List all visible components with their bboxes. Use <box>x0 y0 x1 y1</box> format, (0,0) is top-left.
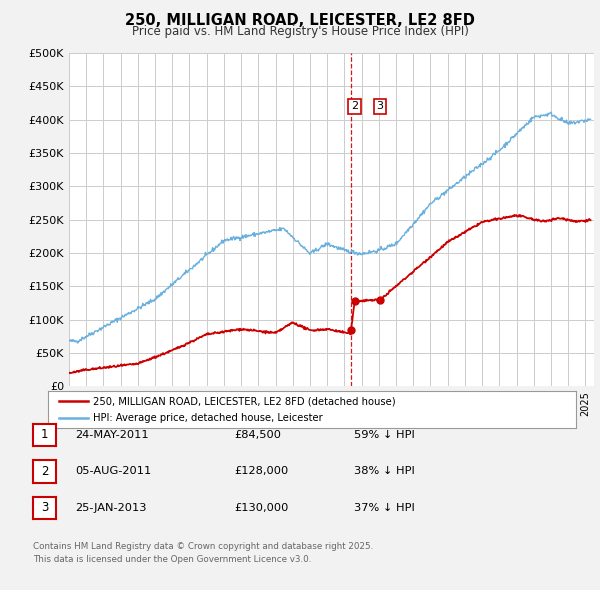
Text: 05-AUG-2011: 05-AUG-2011 <box>75 467 151 476</box>
Text: Contains HM Land Registry data © Crown copyright and database right 2025.
This d: Contains HM Land Registry data © Crown c… <box>33 542 373 564</box>
Text: 25-JAN-2013: 25-JAN-2013 <box>75 503 146 513</box>
Text: 59% ↓ HPI: 59% ↓ HPI <box>354 430 415 440</box>
Text: 250, MILLIGAN ROAD, LEICESTER, LE2 8FD: 250, MILLIGAN ROAD, LEICESTER, LE2 8FD <box>125 13 475 28</box>
Text: 1: 1 <box>41 428 48 441</box>
Text: 3: 3 <box>377 101 383 112</box>
Text: £84,500: £84,500 <box>234 430 281 440</box>
Text: 2: 2 <box>351 101 358 112</box>
Point <box>375 295 385 304</box>
Text: HPI: Average price, detached house, Leicester: HPI: Average price, detached house, Leic… <box>93 413 323 423</box>
Text: Price paid vs. HM Land Registry's House Price Index (HPI): Price paid vs. HM Land Registry's House … <box>131 25 469 38</box>
Point <box>346 326 356 335</box>
Text: 2: 2 <box>41 465 48 478</box>
Text: 38% ↓ HPI: 38% ↓ HPI <box>354 467 415 476</box>
Text: 250, MILLIGAN ROAD, LEICESTER, LE2 8FD (detached house): 250, MILLIGAN ROAD, LEICESTER, LE2 8FD (… <box>93 396 395 406</box>
Text: 3: 3 <box>41 502 48 514</box>
Text: £128,000: £128,000 <box>234 467 288 476</box>
Text: 37% ↓ HPI: 37% ↓ HPI <box>354 503 415 513</box>
Point <box>350 296 359 306</box>
Text: £130,000: £130,000 <box>234 503 289 513</box>
Text: 24-MAY-2011: 24-MAY-2011 <box>75 430 149 440</box>
